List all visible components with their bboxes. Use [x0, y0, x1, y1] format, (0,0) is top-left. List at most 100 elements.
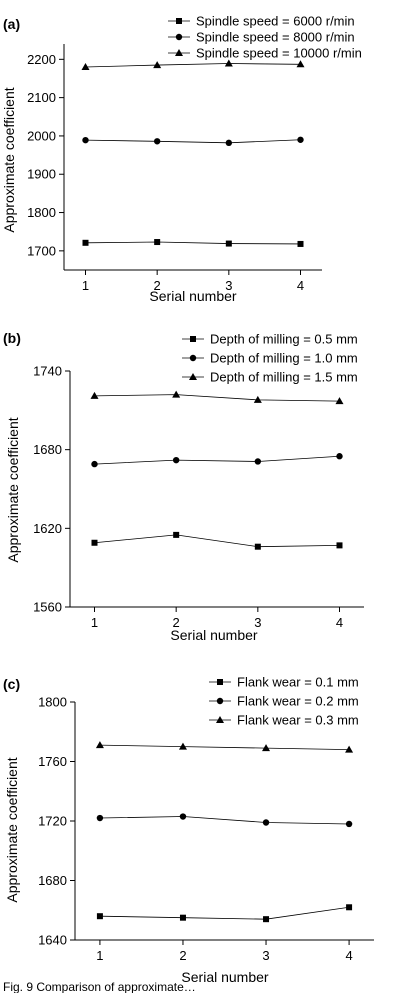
legend-label: Spindle speed = 6000 r/min — [196, 14, 355, 29]
legend-entry: Depth of milling = 1.0 mm — [182, 351, 358, 366]
x-tick-label: 3 — [262, 948, 269, 963]
data-point — [346, 904, 353, 911]
legend-marker — [189, 354, 197, 362]
series-line — [99, 906, 350, 920]
legend-marker — [189, 373, 197, 380]
data-point — [336, 542, 343, 549]
data-point — [297, 136, 304, 143]
y-tick-label: 1680 — [33, 442, 62, 457]
series-triangle — [90, 390, 344, 405]
series-triangle — [81, 59, 305, 70]
data-point — [172, 390, 181, 398]
series-square — [96, 904, 353, 923]
y-tick-label: 1700 — [27, 243, 56, 258]
legend-marker — [217, 679, 223, 685]
data-point — [173, 531, 180, 538]
x-tick-label: 1 — [91, 615, 98, 630]
series-line — [94, 455, 340, 465]
legend-entry: Depth of milling = 1.5 mm — [182, 370, 358, 385]
data-point — [254, 543, 261, 550]
data-point — [91, 460, 98, 468]
series-square — [91, 531, 343, 550]
figure-caption-fragment: Fig. 9 Comparison of approximate… — [3, 980, 196, 993]
panel-label: (b) — [3, 330, 21, 346]
legend-entry: Flank wear = 0.2 mm — [209, 694, 359, 709]
data-point — [96, 814, 104, 822]
x-tick-label: 1 — [96, 948, 103, 963]
y-tick-label: 1900 — [27, 167, 56, 182]
legend-entry: Depth of milling = 0.5 mm — [182, 332, 358, 347]
x-axis-title: Serial number — [149, 288, 236, 304]
data-point — [153, 61, 162, 69]
legend-label: Depth of milling = 1.0 mm — [210, 351, 358, 366]
data-point — [262, 819, 270, 826]
data-point — [225, 240, 232, 247]
legend-entry: Spindle speed = 6000 r/min — [168, 14, 355, 29]
chart-panel-c: (c) Serial number Approximate coefficien… — [3, 675, 374, 985]
legend-label: Depth of milling = 1.5 mm — [210, 370, 358, 385]
x-tick-label: 4 — [297, 278, 304, 293]
data-point — [172, 456, 180, 464]
y-tick-label: 1800 — [27, 205, 56, 220]
y-axis-title: Approximate coefficient — [1, 87, 17, 232]
series-line — [99, 816, 350, 825]
data-point — [263, 916, 270, 923]
legend-label: Depth of milling = 0.5 mm — [210, 332, 358, 347]
legend-label: Spindle speed = 8000 r/min — [196, 30, 355, 45]
y-tick-label: 2200 — [27, 52, 56, 67]
series-line — [85, 63, 301, 68]
y-tick-label: 1720 — [38, 814, 67, 829]
y-axis-title: Approximate coefficient — [5, 417, 21, 562]
legend-marker — [175, 49, 183, 56]
data-point — [178, 742, 187, 750]
x-tick-label: 2 — [173, 615, 180, 630]
legend-marker — [216, 697, 224, 705]
x-axis-title: Serial number — [181, 969, 268, 985]
y-axis-title: Approximate coefficient — [4, 757, 20, 902]
data-point — [296, 60, 305, 68]
data-point — [345, 745, 354, 753]
y-tick-label: 2000 — [27, 128, 56, 143]
series-line — [94, 394, 340, 402]
data-point — [91, 539, 98, 546]
series-line — [99, 744, 350, 750]
data-point — [96, 913, 103, 920]
chart-panel-a: (a) Serial number Approximate coefficien… — [1, 14, 362, 305]
panel-label: (a) — [3, 16, 20, 32]
y-tick-label: 1800 — [38, 695, 67, 710]
x-tick-label: 1 — [82, 278, 89, 293]
series-circle — [82, 136, 304, 147]
data-point — [225, 139, 233, 147]
data-point — [336, 453, 343, 460]
data-point — [90, 391, 99, 399]
legend-entry: Spindle speed = 8000 r/min — [168, 30, 355, 45]
x-tick-label: 4 — [345, 948, 352, 963]
data-point — [253, 395, 262, 403]
chart-panel-b: (b) Serial number Approximate coefficien… — [3, 330, 364, 643]
legend-marker — [176, 18, 182, 24]
data-point — [82, 239, 89, 246]
legend-entry: Spindle speed = 10000 r/min — [168, 46, 362, 61]
legend-entry: Flank wear = 0.3 mm — [209, 713, 359, 728]
data-point — [95, 741, 104, 749]
series-square — [82, 239, 304, 247]
legend-marker — [175, 33, 183, 41]
y-tick-label: 1680 — [38, 873, 67, 888]
data-point — [179, 813, 187, 820]
legend-entry: Flank wear = 0.1 mm — [209, 675, 359, 690]
legend-label: Flank wear = 0.1 mm — [237, 675, 359, 690]
panel-label: (c) — [3, 676, 20, 692]
x-tick-label: 3 — [254, 615, 261, 630]
data-point — [262, 744, 271, 752]
data-point — [82, 136, 89, 144]
x-tick-label: 4 — [336, 615, 343, 630]
series-circle — [96, 813, 353, 828]
x-tick-label: 2 — [179, 948, 186, 963]
y-tick-label: 2100 — [27, 90, 56, 105]
y-tick-label: 1560 — [33, 600, 62, 615]
legend-label: Spindle speed = 10000 r/min — [196, 46, 362, 61]
y-tick-label: 1740 — [33, 364, 62, 379]
data-point — [154, 239, 161, 246]
y-tick-label: 1640 — [38, 933, 67, 948]
